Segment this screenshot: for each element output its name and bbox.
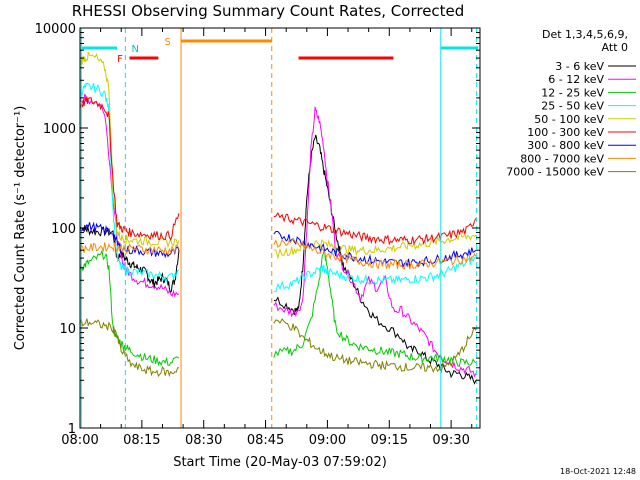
legend-header-line-2: Att 0: [602, 41, 628, 54]
y-tick-label: 10000: [35, 22, 76, 37]
series-line-6: [79, 221, 477, 269]
night-flag-label: N: [132, 44, 139, 55]
series-group: [79, 51, 477, 385]
y-tick-label: 1000: [43, 122, 76, 137]
series-line-8: [79, 318, 477, 378]
x-tick-label: 08:15: [123, 433, 160, 448]
chart-title: RHESSI Observing Summary Count Rates, Co…: [72, 2, 465, 20]
y-axis-label: Corrected Count Rate (s⁻¹ detector⁻¹): [13, 106, 28, 351]
x-axis: 08:00 08:15 08:30 08:45 09:00 09:15 09:30: [61, 28, 473, 448]
legend-label-0: 3 - 6 keV: [555, 60, 604, 73]
x-axis-label: Start Time (20-May-03 07:59:02): [173, 455, 387, 470]
y-axis: 1 10 100 1000 10000: [35, 22, 480, 437]
flag-bars: NF S: [82, 37, 478, 65]
x-tick-label: 08:30: [185, 433, 222, 448]
footer-date: 18-Oct-2021 12:48: [560, 467, 636, 476]
y-tick-label: 10: [59, 322, 76, 337]
legend-label-5: 100 - 300 keV: [527, 126, 604, 139]
series-line-3: [79, 82, 477, 293]
plot-frame: [79, 27, 481, 429]
series-line-4: [79, 51, 477, 260]
legend-header-line-1: Det 1,3,4,5,6,9,: [542, 28, 628, 41]
legend-label-4: 50 - 100 keV: [534, 113, 604, 126]
y-tick-label: 100: [51, 222, 76, 237]
flare-flag-label: F: [117, 54, 123, 65]
x-tick-label: 08:00: [61, 433, 98, 448]
legend-label-6: 300 - 800 keV: [527, 139, 604, 152]
legend-label-1: 6 - 12 keV: [548, 73, 604, 86]
legend-label-2: 12 - 25 keV: [541, 86, 604, 99]
legend-label-3: 25 - 50 keV: [541, 100, 604, 113]
saa-flag-label: S: [165, 37, 171, 48]
legend-label-8: 7000 - 15000 keV: [506, 166, 604, 179]
x-tick-label: 09:15: [371, 433, 408, 448]
x-tick-label: 09:30: [432, 433, 469, 448]
series-line-5: [79, 96, 477, 246]
legend-label-7: 800 - 7000 keV: [520, 152, 604, 165]
series-line-2: [79, 248, 477, 367]
series-line-7: [79, 238, 477, 270]
y-tick-label: 1: [68, 422, 76, 437]
x-tick-label: 08:45: [247, 433, 284, 448]
x-tick-label: 09:00: [309, 433, 346, 448]
